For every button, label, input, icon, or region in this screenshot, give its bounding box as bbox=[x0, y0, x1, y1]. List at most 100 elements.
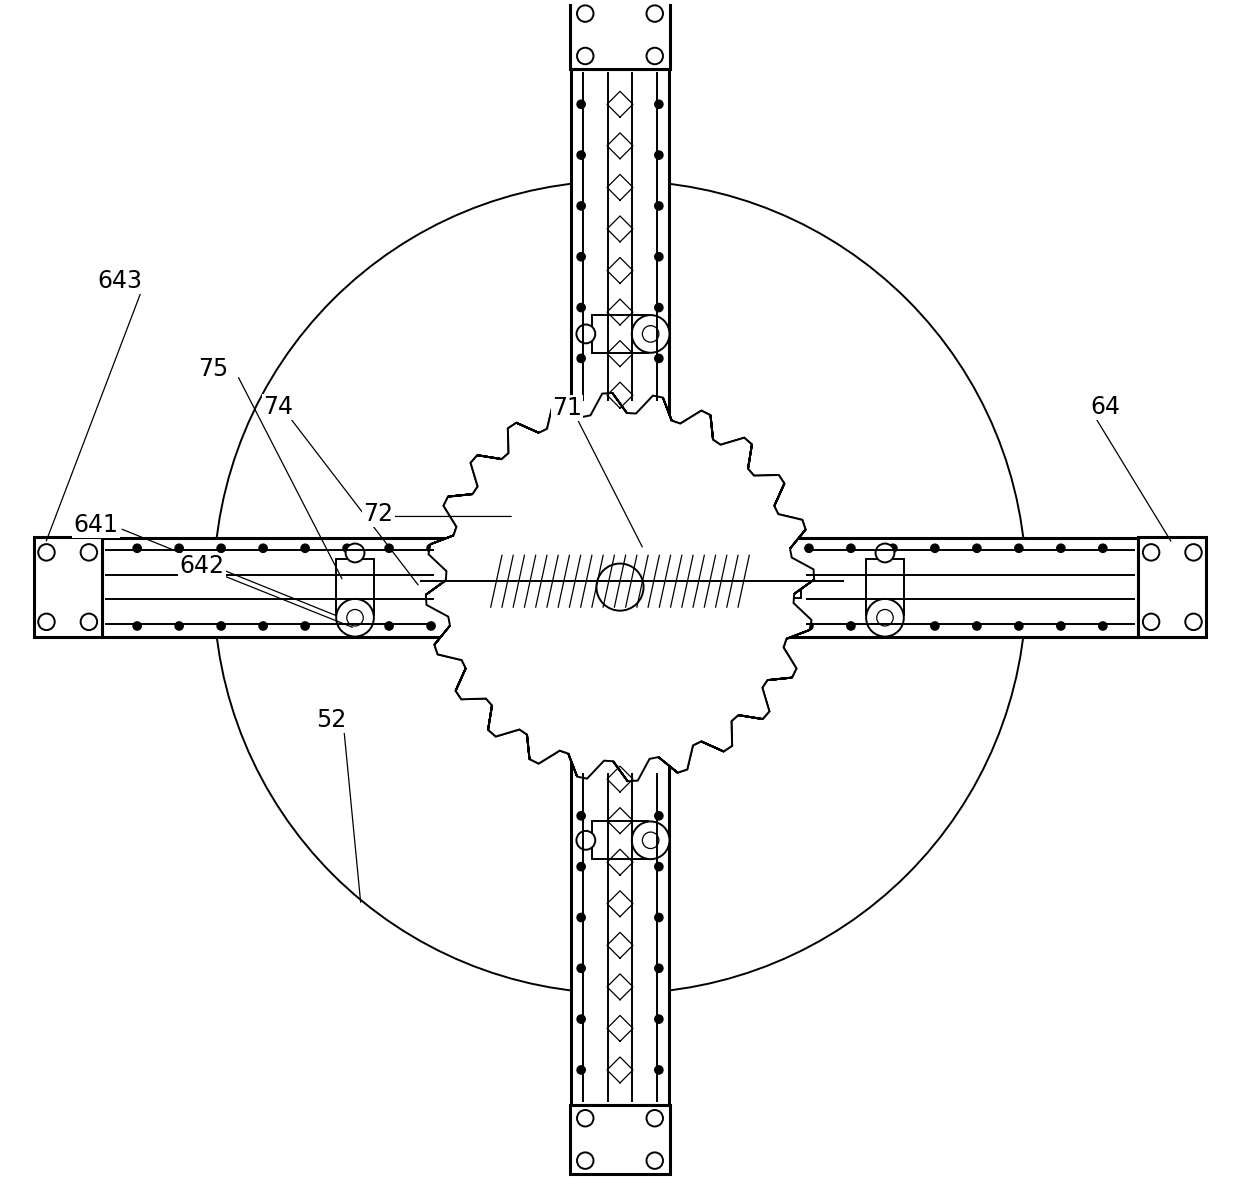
Circle shape bbox=[175, 621, 184, 630]
Bar bbox=[496, 555, 744, 607]
Circle shape bbox=[577, 1066, 585, 1075]
Circle shape bbox=[1099, 621, 1107, 630]
Circle shape bbox=[577, 355, 585, 363]
Circle shape bbox=[655, 913, 663, 922]
Circle shape bbox=[805, 544, 813, 553]
Circle shape bbox=[577, 151, 585, 159]
Circle shape bbox=[577, 304, 585, 312]
Circle shape bbox=[577, 6, 594, 21]
Circle shape bbox=[642, 833, 658, 848]
Circle shape bbox=[259, 544, 268, 553]
Circle shape bbox=[577, 831, 595, 849]
Circle shape bbox=[655, 304, 663, 312]
Circle shape bbox=[655, 253, 663, 261]
Text: 64: 64 bbox=[1090, 395, 1120, 419]
Circle shape bbox=[847, 621, 856, 630]
Circle shape bbox=[217, 621, 226, 630]
Circle shape bbox=[655, 151, 663, 159]
Circle shape bbox=[931, 621, 939, 630]
Text: 52: 52 bbox=[316, 708, 347, 732]
Bar bbox=[470, 559, 496, 604]
Text: 72: 72 bbox=[363, 502, 393, 527]
Circle shape bbox=[889, 544, 897, 553]
Bar bbox=[570, 1, 670, 69]
Circle shape bbox=[646, 47, 663, 64]
Circle shape bbox=[336, 599, 374, 637]
Circle shape bbox=[427, 621, 435, 630]
Bar bbox=[866, 559, 904, 616]
Circle shape bbox=[655, 355, 663, 363]
Circle shape bbox=[596, 563, 644, 611]
Circle shape bbox=[1099, 544, 1107, 553]
Circle shape bbox=[1014, 621, 1023, 630]
Text: 71: 71 bbox=[552, 396, 582, 420]
Bar bbox=[570, 69, 670, 1105]
Circle shape bbox=[38, 544, 55, 561]
Circle shape bbox=[217, 544, 226, 553]
Circle shape bbox=[577, 964, 585, 973]
Bar bbox=[570, 1105, 670, 1174]
Circle shape bbox=[875, 543, 894, 562]
Bar bbox=[1138, 537, 1207, 637]
Circle shape bbox=[889, 621, 897, 630]
Circle shape bbox=[577, 913, 585, 922]
Text: 643: 643 bbox=[97, 269, 143, 293]
Circle shape bbox=[1185, 544, 1202, 561]
Circle shape bbox=[577, 47, 594, 64]
Circle shape bbox=[866, 599, 904, 637]
Circle shape bbox=[343, 544, 351, 553]
Bar bbox=[336, 559, 374, 616]
Circle shape bbox=[1185, 613, 1202, 630]
Circle shape bbox=[577, 1110, 594, 1127]
Circle shape bbox=[38, 613, 55, 630]
Circle shape bbox=[577, 811, 585, 820]
Circle shape bbox=[596, 563, 644, 611]
Circle shape bbox=[642, 326, 658, 342]
Circle shape bbox=[805, 621, 813, 630]
Circle shape bbox=[259, 621, 268, 630]
Circle shape bbox=[655, 1015, 663, 1024]
Text: 642: 642 bbox=[180, 554, 224, 578]
Circle shape bbox=[1056, 544, 1065, 553]
Circle shape bbox=[631, 315, 670, 352]
Circle shape bbox=[577, 862, 585, 871]
Circle shape bbox=[655, 964, 663, 973]
Circle shape bbox=[972, 544, 981, 553]
Bar bbox=[570, 537, 670, 637]
Polygon shape bbox=[425, 393, 815, 782]
Circle shape bbox=[972, 621, 981, 630]
Circle shape bbox=[577, 100, 585, 108]
Circle shape bbox=[343, 621, 351, 630]
Circle shape bbox=[81, 613, 97, 630]
Circle shape bbox=[655, 1066, 663, 1075]
Circle shape bbox=[347, 610, 363, 626]
Bar bbox=[591, 315, 649, 352]
Circle shape bbox=[631, 822, 670, 859]
Text: 74: 74 bbox=[263, 395, 294, 419]
Circle shape bbox=[1014, 544, 1023, 553]
Circle shape bbox=[847, 544, 856, 553]
Circle shape bbox=[655, 202, 663, 210]
Bar bbox=[591, 822, 649, 859]
Circle shape bbox=[577, 1015, 585, 1024]
Bar bbox=[33, 537, 102, 637]
Circle shape bbox=[301, 621, 309, 630]
Circle shape bbox=[1143, 613, 1159, 630]
Circle shape bbox=[646, 1153, 663, 1169]
Circle shape bbox=[133, 621, 141, 630]
Circle shape bbox=[346, 543, 365, 562]
Circle shape bbox=[175, 544, 184, 553]
Bar bbox=[102, 537, 1138, 637]
Circle shape bbox=[213, 180, 1027, 994]
Text: 641: 641 bbox=[73, 512, 118, 537]
Circle shape bbox=[655, 100, 663, 108]
Circle shape bbox=[646, 6, 663, 21]
Circle shape bbox=[1056, 621, 1065, 630]
Circle shape bbox=[427, 544, 435, 553]
Circle shape bbox=[655, 862, 663, 871]
Circle shape bbox=[577, 202, 585, 210]
Circle shape bbox=[301, 544, 309, 553]
Circle shape bbox=[655, 811, 663, 820]
Circle shape bbox=[384, 621, 393, 630]
Circle shape bbox=[877, 610, 893, 626]
